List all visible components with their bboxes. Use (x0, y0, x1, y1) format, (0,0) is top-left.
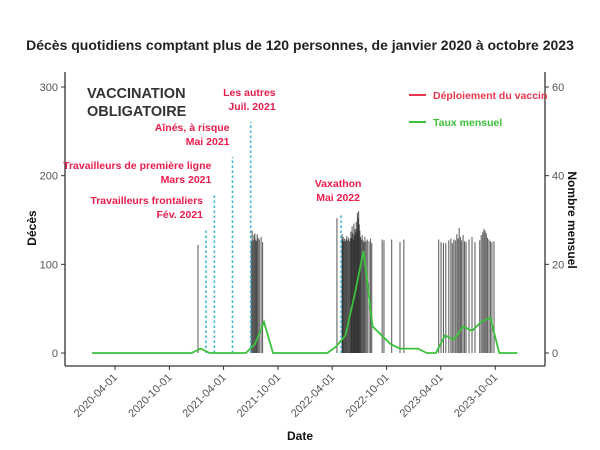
vaccine-event-label: Travailleurs de première ligne (63, 160, 211, 172)
x-tick-label: 2020-04-01 (72, 372, 120, 420)
y-tick-label: 100 (40, 259, 58, 271)
vaccine-event-label: Vaxathon (315, 178, 362, 190)
x-axis-label: Date (287, 429, 313, 443)
y-axis-right-label: Nombre mensuel (565, 171, 579, 268)
x-tick-label: 2021-10-01 (235, 372, 283, 420)
vaccine-event-label: Mai 2022 (316, 192, 360, 204)
vaccine-event-label: Juil. 2021 (228, 101, 275, 113)
x-tick-label: 2020-10-01 (126, 372, 174, 420)
y-right-tick-label: 40 (552, 171, 564, 183)
legend-label: Taux mensuel (433, 117, 502, 129)
vaccine-event-label: Mai 2021 (186, 136, 230, 148)
x-tick-label: 2022-04-01 (289, 372, 337, 420)
vaccine-event-label: Mars 2021 (161, 174, 212, 186)
banner-line-1: VACCINATION (87, 86, 186, 102)
x-tick-label: 2022-10-01 (343, 372, 391, 420)
vaccine-event-label: Fév. 2021 (157, 209, 204, 221)
x-tick-label: 2023-04-01 (398, 372, 446, 420)
y-axis-label: Décès (25, 210, 39, 246)
y-tick-label: 200 (40, 171, 58, 183)
y-right-tick-label: 20 (552, 259, 564, 271)
x-tick-label: 2023-10-01 (452, 372, 500, 420)
x-tick-label: 2021-04-01 (180, 372, 228, 420)
vaccine-event-label: Aînés, à risque (155, 122, 230, 134)
y-tick-label: 0 (52, 348, 58, 360)
y-tick-label: 300 (40, 82, 58, 94)
vaccine-event-label: Travailleurs frontaliers (90, 195, 203, 207)
chart-title: Décès quotidiens comptant plus de 120 pe… (26, 37, 574, 53)
monthly-rate-line (92, 250, 518, 354)
y-right-tick-label: 60 (552, 82, 564, 94)
legend-label: Déploiement du vaccin (433, 90, 547, 102)
y-right-tick-label: 0 (552, 348, 558, 360)
banner-line-2: OBLIGATOIRE (87, 104, 187, 120)
vaccine-event-label: Les autres (223, 87, 276, 99)
